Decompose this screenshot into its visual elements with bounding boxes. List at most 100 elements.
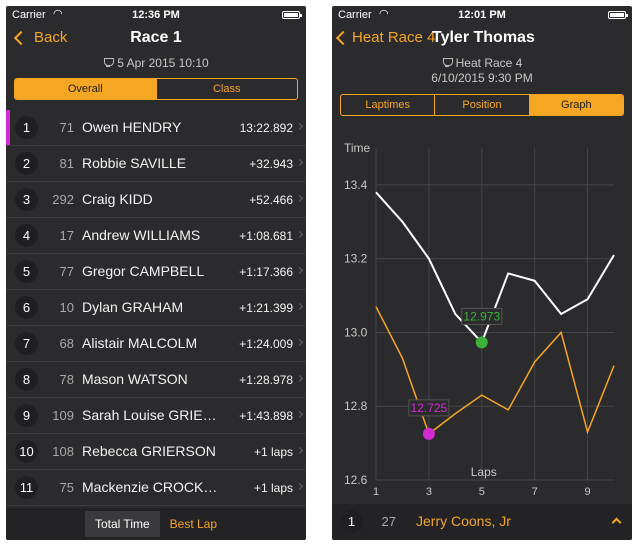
page-title: Tyler Thomas	[432, 29, 535, 46]
y-tick-label: 13.4	[344, 178, 368, 192]
total-time-button[interactable]: Total Time	[84, 511, 160, 537]
best-lap-marker	[475, 336, 488, 349]
position-badge: 3	[15, 188, 38, 211]
chevron-right-icon	[295, 122, 304, 131]
y-tick-label: 12.8	[344, 399, 368, 413]
driver-name: Rebecca GRIERSON	[82, 443, 216, 459]
car-number: 77	[59, 264, 74, 279]
driver-segmented-control: Laptimes Position Graph	[340, 94, 624, 116]
laptime-graph[interactable]: 1 3 5 7 9 12.6 12.8 13.0 13.2 13.4 Time Laps 12.973 1…	[332, 128, 632, 502]
chevron-right-icon	[295, 482, 304, 491]
car-number: 109	[52, 408, 74, 423]
y-tick-label: 13.2	[344, 252, 368, 266]
results-list: 1 71 Owen HENDRY 13:22.892 2 81 Robbie SAVILLE…	[6, 110, 306, 506]
car-number: 75	[59, 480, 74, 495]
driver-name: Sarah Louise GRIE…	[82, 407, 217, 423]
carrier-label: Carrier	[338, 9, 372, 21]
driver-graph-screen: Carrier ◠ 12:01 PM Heat Race 4 Tyler Tho…	[332, 6, 632, 540]
chevron-up-icon[interactable]	[611, 517, 622, 528]
trophy-icon	[103, 58, 115, 68]
position-badge: 11	[15, 476, 38, 499]
footer-driver-name: Jerry Coons, Jr	[416, 513, 511, 529]
chevron-right-icon	[295, 266, 304, 275]
back-label: Heat Race 4	[352, 29, 436, 46]
best-lap-button[interactable]: Best Lap	[169, 517, 218, 531]
page-title: Race 1	[130, 29, 182, 46]
chevron-right-icon	[295, 338, 304, 347]
position-badge: 1	[15, 116, 38, 139]
car-number: 78	[59, 372, 74, 387]
chevron-right-icon	[295, 374, 304, 383]
result-row[interactable]: 10 108 Rebecca GRIERSON +1 laps	[6, 434, 306, 470]
position-badge: 7	[15, 332, 38, 355]
result-row[interactable]: 1 71 Owen HENDRY 13:22.892	[6, 110, 306, 146]
result-row[interactable]: 7 68 Alistair MALCOLM +1:24.009	[6, 326, 306, 362]
car-number: 68	[59, 336, 74, 351]
x-tick-label: 1	[373, 486, 379, 498]
results-segmented-control: Overall Class	[14, 78, 298, 100]
result-row[interactable]: 2 81 Robbie SAVILLE +32.943	[6, 146, 306, 182]
chevron-right-icon	[295, 302, 304, 311]
driver-name: Mackenzie CROCK…	[82, 479, 218, 495]
heat-subtitle: Heat Race 4	[332, 56, 632, 70]
footer-position: 1	[340, 510, 363, 533]
status-bar: Carrier ◠ 12:36 PM	[6, 6, 306, 24]
race-results-screen: Carrier ◠ 12:36 PM Back Race 1 5 Apr 201…	[6, 6, 306, 540]
x-tick-label: 5	[479, 486, 485, 498]
position-badge: 9	[15, 404, 38, 427]
position-badge: 5	[15, 260, 38, 283]
car-number: 71	[59, 120, 74, 135]
result-row[interactable]: 11 75 Mackenzie CROCK… +1 laps	[6, 470, 306, 506]
result-row[interactable]: 9 109 Sarah Louise GRIE… +1:43.898	[6, 398, 306, 434]
result-row[interactable]: 6 10 Dylan GRAHAM +1:21.399	[6, 290, 306, 326]
chevron-right-icon	[295, 194, 304, 203]
wifi-icon: ◠	[53, 8, 63, 20]
x-tick-label: 9	[584, 486, 590, 498]
laptime-chart-svg: 1 3 5 7 9 12.6 12.8 13.0 13.2 13.4 Time Laps 12.973 1…	[344, 141, 615, 498]
status-bar: Carrier ◠ 12:01 PM	[332, 6, 632, 24]
carrier-label: Carrier	[12, 9, 46, 21]
result-row[interactable]: 8 78 Mason WATSON +1:28.978	[6, 362, 306, 398]
best-lap-label: 12.973	[463, 309, 500, 323]
time-gap: +1:43.898	[239, 409, 293, 423]
result-row[interactable]: 5 77 Gregor CAMPBELL +1:17.366	[6, 254, 306, 290]
driver-name: Craig KIDD	[82, 191, 153, 207]
x-tick-label: 3	[426, 486, 432, 498]
tab-laptimes[interactable]: Laptimes	[365, 99, 410, 111]
time-gap: +1 laps	[253, 481, 293, 495]
heat-datetime: 6/10/2015 9:30 PM	[431, 71, 533, 85]
tab-graph[interactable]: Graph	[528, 95, 623, 115]
tab-overall[interactable]: Overall	[15, 79, 156, 99]
car-number: 81	[59, 156, 74, 171]
tab-class[interactable]: Class	[155, 79, 298, 99]
chevron-right-icon	[295, 230, 304, 239]
chevron-right-icon	[295, 410, 304, 419]
y-axis-label: Time	[344, 141, 371, 155]
time-mode-toggle: Total Time Best Lap	[6, 508, 306, 540]
back-button[interactable]: Back	[12, 29, 67, 46]
race-date-text: 5 Apr 2015 10:10	[117, 56, 209, 70]
status-time: 12:01 PM	[458, 9, 506, 21]
best-lap-label-box	[408, 399, 450, 417]
position-badge: 2	[15, 152, 38, 175]
best-lap-marker	[422, 427, 435, 440]
best-lap-label-box	[461, 307, 503, 325]
chevron-left-icon	[335, 30, 351, 45]
selected-driver-row[interactable]: 1 27 Jerry Coons, Jr	[332, 504, 632, 540]
time-gap: +52.466	[249, 193, 293, 207]
time-gap: +1 laps	[253, 445, 293, 459]
position-badge: 6	[15, 296, 38, 319]
series-line-orange	[375, 306, 615, 436]
time-gap: +1:24.009	[239, 337, 293, 351]
result-row[interactable]: 4 17 Andrew WILLIAMS +1:08.681	[6, 218, 306, 254]
car-number: 108	[52, 444, 74, 459]
car-number: 10	[59, 300, 74, 315]
result-row[interactable]: 3 292 Craig KIDD +52.466	[6, 182, 306, 218]
tab-position[interactable]: Position	[434, 95, 528, 115]
driver-name: Andrew WILLIAMS	[82, 227, 201, 243]
position-badge: 4	[15, 224, 38, 247]
car-number: 17	[59, 228, 74, 243]
time-gap: +1:21.399	[239, 301, 293, 315]
back-button[interactable]: Heat Race 4	[334, 29, 435, 46]
chevron-right-icon	[295, 158, 304, 167]
